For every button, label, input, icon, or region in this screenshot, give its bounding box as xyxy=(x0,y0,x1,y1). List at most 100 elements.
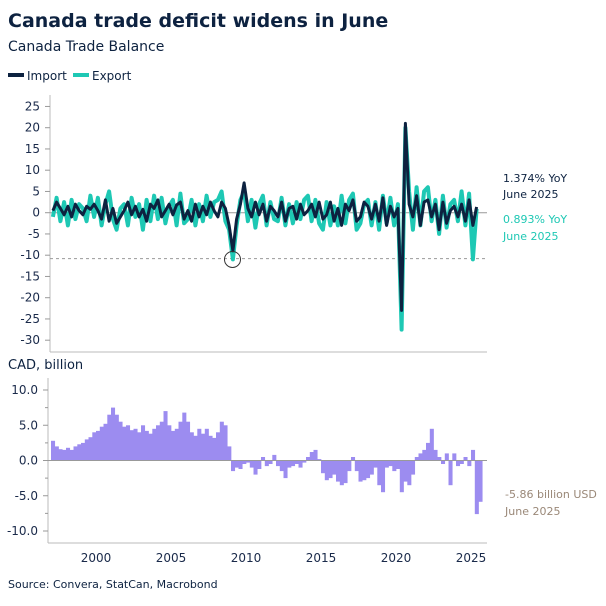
balance-bar xyxy=(396,460,401,469)
highlight-circle xyxy=(224,250,241,268)
balance-bar xyxy=(242,460,247,464)
import-annotation-date: June 2025 xyxy=(502,188,558,201)
balance-bar xyxy=(197,428,202,461)
legend-label-export: Export xyxy=(92,69,132,83)
balance-bar xyxy=(478,460,483,502)
balance-bar xyxy=(321,460,326,474)
balance-bar xyxy=(422,449,427,461)
balance-bar xyxy=(332,460,337,475)
balance-bar xyxy=(347,460,352,472)
balance-bar xyxy=(474,460,479,515)
balance-bar xyxy=(66,447,71,461)
x-tick-label: 2005 xyxy=(156,551,187,565)
bottom-y-tick-label: 0.0 xyxy=(19,454,38,468)
balance-bar xyxy=(467,460,472,467)
balance-bar xyxy=(96,430,101,461)
balance-bar xyxy=(257,460,262,469)
balance-bar xyxy=(388,460,393,467)
top-y-tick-label: 15 xyxy=(25,142,40,156)
x-tick-label: 2020 xyxy=(381,551,412,565)
balance-bar xyxy=(291,460,296,467)
balance-bar xyxy=(272,454,277,461)
balance-bar xyxy=(336,460,341,482)
balance-bar xyxy=(324,460,329,481)
balance-bar xyxy=(227,446,232,461)
balance-bar xyxy=(437,457,442,461)
balance-bar xyxy=(178,421,183,461)
balance-bar xyxy=(163,411,168,461)
balance-bar xyxy=(129,430,134,461)
balance-bar xyxy=(103,423,108,461)
balance-bar xyxy=(84,439,89,461)
balance-bar xyxy=(137,432,142,461)
balance-bar xyxy=(444,453,449,461)
balance-bar xyxy=(223,425,228,461)
balance-bar xyxy=(403,460,408,482)
chart-title: Canada trade deficit widens in June xyxy=(8,10,388,32)
balance-bar xyxy=(182,412,187,461)
balance-bar xyxy=(426,442,431,461)
balance-bar xyxy=(73,446,78,461)
series-line-export xyxy=(50,125,479,332)
balance-bar xyxy=(441,460,446,464)
balance-bar xyxy=(152,428,157,461)
top-y-tick-label: 25 xyxy=(25,99,40,113)
balance-bar xyxy=(231,460,236,472)
legend-swatch-import xyxy=(8,73,24,77)
balance-bar xyxy=(249,460,254,468)
balance-bar xyxy=(377,460,382,486)
balance-bar xyxy=(62,449,67,461)
balance-bar xyxy=(309,452,314,461)
legend-label-import: Import xyxy=(27,69,67,83)
balance-bar xyxy=(294,460,299,464)
balance-bar xyxy=(219,421,224,461)
export-annotation-value: 0.893% YoY xyxy=(503,213,567,226)
source-note: Source: Convera, StatCan, Macrobond xyxy=(8,578,218,591)
balance-bar xyxy=(429,428,434,461)
balance-bar xyxy=(92,432,97,461)
balance-bar xyxy=(148,433,153,461)
balance-bar xyxy=(279,460,284,472)
balance-bar xyxy=(114,414,119,461)
balance-bar xyxy=(208,435,213,461)
balance-bar xyxy=(407,460,412,486)
balance-bar xyxy=(373,460,378,468)
top-y-tick-label: -10 xyxy=(20,248,40,262)
balance-bar xyxy=(287,460,292,468)
balance-bar xyxy=(99,426,104,461)
top-y-tick-label: 5 xyxy=(32,184,40,198)
balance-bar xyxy=(384,460,389,468)
balance-annotation-date: June 2025 xyxy=(504,505,560,518)
x-tick-label: 2015 xyxy=(306,551,337,565)
balance-bar xyxy=(156,425,161,461)
top-y-tick-label: 0 xyxy=(32,206,40,220)
balance-bar xyxy=(339,460,344,486)
legend-swatch-export xyxy=(73,73,89,77)
export-annotation-date: June 2025 xyxy=(502,230,558,243)
balance-bar xyxy=(193,435,198,461)
top-y-tick-label: 10 xyxy=(25,163,40,177)
import-annotation-value: 1.374% YoY xyxy=(503,172,567,185)
bottom-y-axis-label: CAD, billion xyxy=(8,358,83,373)
top-y-tick-label: -20 xyxy=(20,291,40,305)
balance-bar xyxy=(317,459,322,461)
balance-bar xyxy=(433,449,438,461)
bottom-y-tick-label: -5.0 xyxy=(15,489,38,503)
balance-bar xyxy=(456,460,461,467)
balance-bar xyxy=(328,460,333,479)
bottom-y-tick-label: -10.0 xyxy=(7,524,38,538)
balance-bar xyxy=(343,460,348,484)
balance-bar xyxy=(392,460,397,472)
balance-bar xyxy=(201,433,206,461)
bottom-y-tick-label: 5.0 xyxy=(19,418,38,432)
balance-bar xyxy=(253,460,258,475)
chart-subtitle: Canada Trade Balance xyxy=(8,39,164,55)
balance-bar xyxy=(381,460,386,493)
balance-bar xyxy=(77,444,82,461)
balance-bar xyxy=(122,426,127,461)
balance-bar xyxy=(264,460,269,467)
balance-bar xyxy=(54,446,59,461)
balance-annotation-value: -5.86 billion USD xyxy=(505,488,597,501)
balance-bar xyxy=(186,421,191,461)
